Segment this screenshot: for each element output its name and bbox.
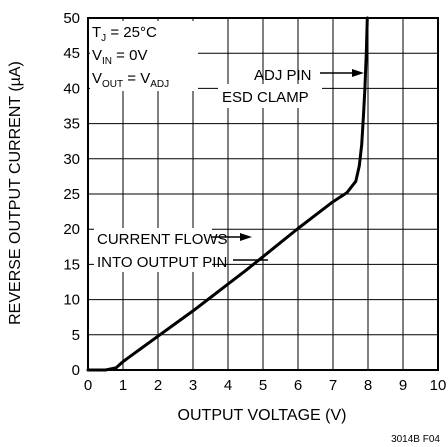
into-output-pin-label: INTO OUTPUT PIN	[97, 254, 227, 271]
tj-sub: J	[101, 33, 106, 44]
y-tick-label: 20	[63, 221, 80, 238]
current-flows-label: CURRENT FLOWS	[97, 231, 228, 248]
x-tick-label: 10	[430, 377, 447, 394]
x-tick-label: 8	[364, 377, 372, 394]
vin-rest: = 0V	[112, 47, 147, 64]
condition-tj: TJ = 25°C	[92, 24, 157, 44]
vout-main: V	[92, 70, 102, 87]
x-tick-label: 2	[154, 377, 162, 394]
y-axis-label: REVERSE OUTPUT CURRENT (µA)	[7, 61, 24, 325]
x-tick-label: 5	[259, 377, 267, 394]
y-tick-label: 35	[63, 116, 80, 133]
x-tick-label: 3	[189, 377, 197, 394]
current-flows-arrow	[212, 233, 252, 241]
annotation-background	[90, 21, 198, 91]
series-line	[86, 16, 369, 372]
y-tick-label: 30	[63, 151, 80, 168]
vout-sub: OUT	[102, 79, 123, 90]
y-tick-label: 15	[63, 256, 80, 273]
y-tick-labels: 0 5 10 15 20 25 30 35 40 45 50	[63, 10, 80, 379]
vin-sub: IN	[102, 56, 112, 67]
y-tick-label: 50	[63, 10, 80, 27]
annotation-background	[94, 228, 212, 272]
condition-vout: VOUT = VADJ	[92, 70, 169, 90]
x-tick-label: 0	[84, 377, 92, 394]
x-axis-label: OUTPUT VOLTAGE (V)	[178, 407, 347, 424]
y-tick-label: 0	[72, 362, 80, 379]
x-tick-label: 9	[399, 377, 407, 394]
figure-id: 3014B F04	[391, 434, 440, 445]
vin-main: V	[92, 47, 102, 64]
annotation-boxes	[90, 21, 322, 272]
y-tick-label: 5	[72, 327, 80, 344]
adj-pin-arrow	[320, 69, 364, 77]
plot-frame	[87, 17, 439, 371]
condition-vin: VIN = 0V	[92, 47, 147, 67]
x-tick-label: 1	[119, 377, 127, 394]
y-tick-label: 25	[63, 186, 80, 203]
tj-rest: = 25°C	[106, 24, 157, 41]
y-tick-label: 45	[63, 45, 80, 62]
x-tick-labels: 0 1 2 3 4 5 6 7 8 9 10	[84, 377, 447, 394]
vout-sub2: ADJ	[150, 79, 169, 90]
x-tick-label: 7	[329, 377, 337, 394]
vout-mid: = V	[123, 70, 150, 87]
x-tick-label: 4	[224, 377, 232, 394]
y-tick-label: 40	[63, 80, 80, 97]
annotation-background	[218, 84, 322, 108]
y-tick-label: 10	[63, 292, 80, 309]
tj-main: T	[92, 24, 101, 41]
esd-clamp-label: ESD CLAMP	[222, 89, 309, 106]
x-tick-label: 6	[294, 377, 302, 394]
adj-pin-label: ADJ PIN	[254, 67, 312, 84]
